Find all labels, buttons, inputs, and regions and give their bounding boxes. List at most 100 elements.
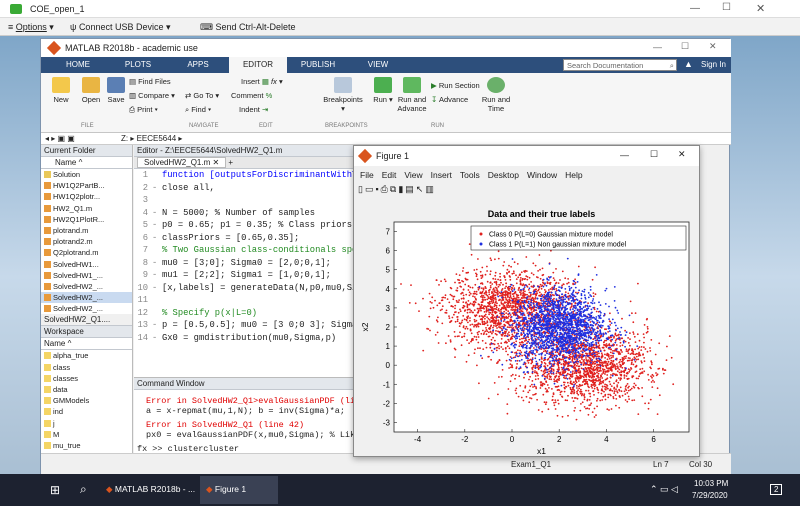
run-advance-button[interactable]: Run and Advance <box>397 77 427 113</box>
menu-desktop[interactable]: Desktop <box>487 170 519 180</box>
tab-view[interactable]: VIEW <box>367 60 389 69</box>
new-figure-icon[interactable]: ▯ <box>358 184 365 194</box>
path-breadcrumb[interactable]: Z: ▸ EECE5644 ▸ <box>121 134 183 143</box>
list-item[interactable]: Q2plotrand.m <box>41 247 132 258</box>
list-item[interactable]: HW1Q2plotr... <box>41 191 132 202</box>
advance-button[interactable]: ↧ Advance <box>431 95 468 104</box>
open-file-icon[interactable]: ▭ <box>364 184 376 194</box>
tab-apps[interactable]: APPS <box>187 60 209 69</box>
list-item[interactable]: plotrand2.m <box>41 236 132 247</box>
code-line[interactable]: 14- Gx0 = gmdistribution(mu0,Sigma,p) <box>134 332 374 345</box>
pointer-icon[interactable]: ↖ <box>415 184 426 194</box>
error-line[interactable]: Error in SolvedHW2_Q1 (line 42) <box>146 420 305 430</box>
fig-maximize-button[interactable]: ☐ <box>650 149 659 159</box>
save-button[interactable]: Save <box>103 77 129 104</box>
breakpoints-button[interactable]: Breakpoints ▾ <box>323 77 363 113</box>
list-item[interactable]: SolvedHW2_... <box>41 292 132 304</box>
code-line[interactable]: 12% Specify p(x|L=0) <box>134 307 374 320</box>
code-line[interactable]: 8- mu0 = [3;0]; Sigma0 = [2,0;0,1]; <box>134 257 374 270</box>
ml-minimize-button[interactable]: — <box>653 42 662 52</box>
print-button[interactable]: ⎙ Print ▾ <box>129 105 158 114</box>
sign-in-link[interactable]: Sign In <box>701 60 726 69</box>
list-item[interactable]: M <box>41 429 132 440</box>
tab-home[interactable]: HOME <box>66 60 90 69</box>
list-item[interactable]: mu_true <box>41 440 132 451</box>
menu-file[interactable]: File <box>360 170 374 180</box>
insert-button[interactable]: Insert ▦ fx ▾ <box>241 77 283 86</box>
code-line[interactable]: 2- close all, <box>134 182 374 195</box>
address-bar[interactable]: ◂ ▸ ▣ ▣ Z: ▸ EECE5644 ▸ <box>41 133 731 145</box>
breakpoint-gutter[interactable]: - <box>152 232 158 243</box>
code-line[interactable]: 10- [x,labels] = generateData(N,p0,mu0,Si <box>134 282 374 295</box>
list-item[interactable]: SolvedHW2_... <box>41 281 132 292</box>
legend-icon[interactable]: ▤ <box>405 184 416 194</box>
menu-edit[interactable]: Edit <box>381 170 397 180</box>
code-area[interactable]: 1 function [outputsForDiscriminantWithTr 2… <box>134 169 374 344</box>
find-files-button[interactable]: ▤ Find Files <box>129 77 171 86</box>
go-to-button[interactable]: ⇄ Go To ▾ <box>185 91 220 100</box>
run-time-button[interactable]: Run and Time <box>481 77 511 113</box>
list-item[interactable]: HW2Q1PlotR... <box>41 214 132 225</box>
open-button[interactable]: Open <box>77 77 105 104</box>
menu-view[interactable]: View <box>404 170 423 180</box>
breakpoint-gutter[interactable]: - <box>152 320 158 330</box>
breakpoint-gutter[interactable]: - <box>152 332 158 343</box>
tab-editor[interactable]: EDITOR <box>229 57 287 73</box>
options-menu[interactable]: ≡ Options ▾ <box>8 22 54 32</box>
breakpoint-gutter[interactable]: - <box>152 220 158 230</box>
list-item[interactable]: j <box>41 418 132 429</box>
menu-tools[interactable]: Tools <box>459 170 480 180</box>
code-line[interactable]: 6- classPriors = [0.65,0.35]; <box>134 232 374 245</box>
run-button[interactable]: Run ▾ <box>371 77 395 104</box>
code-line[interactable]: 5- p0 = 0.65; p1 = 0.35; % Class priors <box>134 219 374 232</box>
comment-button[interactable]: Comment % <box>231 91 272 100</box>
bell-icon[interactable]: ▲ <box>684 59 693 69</box>
property-icon[interactable]: ▥ <box>425 184 436 194</box>
ml-close-button[interactable]: ✕ <box>709 41 717 51</box>
code-line[interactable]: 11 <box>134 294 374 307</box>
workspace-column-header[interactable]: Name ^ <box>41 338 132 351</box>
list-item[interactable]: alpha_true <box>41 350 132 361</box>
print-figure-icon[interactable]: ⎙ <box>380 184 390 194</box>
code-line[interactable]: 1 function [outputsForDiscriminantWithTr <box>134 169 374 182</box>
close-button[interactable]: ✕ <box>756 3 766 15</box>
run-section-button[interactable]: ▶ Run Section <box>431 81 480 90</box>
colorbar-icon[interactable]: ▮ <box>398 184 406 194</box>
breakpoint-gutter[interactable]: - <box>152 282 158 293</box>
list-item[interactable]: ind <box>41 406 132 417</box>
tab-plots[interactable]: PLOTS <box>124 60 152 69</box>
fig-close-button[interactable]: ✕ <box>678 149 686 159</box>
menu-help[interactable]: Help <box>565 170 583 180</box>
menu-insert[interactable]: Insert <box>430 170 452 180</box>
close-tab-icon[interactable]: ✕ <box>212 158 220 167</box>
list-item[interactable]: GMModels <box>41 395 132 406</box>
send-cad-button[interactable]: ⌨ Send Ctrl-Alt-Delete <box>200 22 296 33</box>
list-item[interactable]: SolvedHW1... <box>41 259 132 270</box>
error-line[interactable]: Error in SolvedHW2_Q1>evalGaussianPDF (l… <box>146 396 366 406</box>
tab-publish[interactable]: PUBLISH <box>300 60 336 69</box>
breakpoint-gutter[interactable]: - <box>152 270 158 280</box>
breakpoint-gutter[interactable]: - <box>152 182 158 193</box>
list-item[interactable]: SolvedHW2_... <box>41 303 132 314</box>
list-item[interactable]: data <box>41 384 132 395</box>
list-item[interactable]: HW2_Q1.m <box>41 203 132 214</box>
code-line[interactable]: 7% Two Gaussian class-conditionals spe <box>134 244 374 257</box>
editor-tab[interactable]: SolvedHW2_Q1.m ✕ <box>137 157 227 168</box>
maximize-button[interactable]: ☐ <box>722 2 731 13</box>
column-header[interactable]: Name ^ <box>41 157 132 169</box>
breakpoint-gutter[interactable]: - <box>152 257 158 268</box>
code-line[interactable]: 3 <box>134 194 374 207</box>
command-window[interactable]: Command Window Error in SolvedHW2_Q1>eva… <box>134 377 374 454</box>
find-button[interactable]: ⌕ Find ▾ <box>185 105 212 114</box>
new-button[interactable]: New <box>47 77 75 104</box>
list-item[interactable]: classes <box>41 373 132 384</box>
command-prompt[interactable]: fx >> clustercluster <box>137 444 240 454</box>
link-icon[interactable]: ⧉ <box>389 184 399 194</box>
add-tab-button[interactable]: + <box>228 158 234 167</box>
back-forward-icon[interactable]: ◂ ▸ ▣ ▣ <box>45 134 75 143</box>
connect-usb-menu[interactable]: ψ Connect USB Device ▾ <box>70 22 171 32</box>
breakpoint-gutter[interactable]: - <box>152 207 158 218</box>
minimize-button[interactable]: — <box>690 3 700 14</box>
indent-button[interactable]: Indent ⇥ <box>239 105 268 114</box>
compare-button[interactable]: ▥ Compare ▾ <box>129 91 175 100</box>
